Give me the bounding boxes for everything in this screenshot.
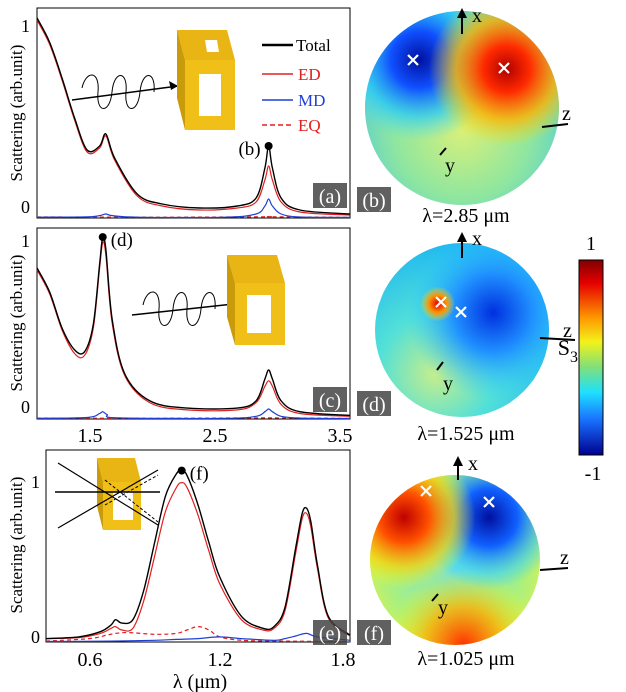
far-field-f: x z y (f) λ=1.025 μm [357,453,569,670]
xtick-e-0: 0.6 [78,649,103,671]
axis-x-d: x [472,228,482,250]
max-marker [435,296,467,318]
panel-e: Scattering (arb.unit) 1 0 0.6 1.2 1.8 λ … [7,449,356,692]
xtick-c-0: 1.5 [78,425,103,447]
far-field-b: x z y (b) λ=2.85 μm [357,5,571,227]
panel-label-b: (b) [362,190,385,212]
ytick-a-1: 1 [21,16,30,36]
peak-marker [98,233,107,242]
far-field-d: x z y (d) λ=1.525 μm [357,228,576,445]
panel-label-d: (d) [362,394,385,416]
legend-total: Total [296,36,331,55]
inset-illustration-c [131,255,285,345]
colorbar-max: 1 [586,233,596,255]
series-line-total [45,469,351,640]
ytick-c-0: 0 [21,397,30,417]
series-line-md [45,632,351,643]
series-line-total [36,235,351,417]
axis-y-d: y [443,373,453,395]
caption-b: λ=2.85 μm [422,205,510,227]
series-line-md [36,198,351,219]
xtick-c-2: 3.5 [328,425,353,447]
peak-marker-label: (b) [238,139,260,160]
ytick-e-0: 0 [31,627,40,647]
xtick-c-1: 2.5 [203,425,228,447]
xtick-e-2: 1.8 [331,649,356,671]
plot-area-a: (b) [36,17,351,219]
panel-label-c: (c) [319,390,341,412]
axis-z-d: z [563,320,572,342]
ytick-c-1: 1 [21,231,30,251]
axis-x-f: x [468,453,478,475]
max-marker [407,54,510,74]
series-line-eq [45,625,351,643]
axis-z-b: z [562,103,571,125]
inset-illustration-e [55,458,160,530]
plot-area-c: (d) [36,230,351,420]
series-line-total [36,17,351,215]
axis-x-b: x [472,5,482,27]
panel-label-e: (e) [319,623,341,645]
ytick-e-1: 1 [31,472,40,492]
caption-f: λ=1.025 μm [417,648,515,670]
colorbar-min: -1 [585,463,602,485]
xlabel-e: λ (μm) [173,671,227,692]
caption-d: λ=1.525 μm [417,423,515,445]
series-line-md [36,408,351,420]
peak-marker [264,142,273,150]
colorbar: 1 -1 S3 [558,233,604,485]
legend-eq: EQ [298,116,321,135]
colorbar-label: S [558,335,570,360]
ylabel-a: Scattering (arb.unit) [7,45,26,182]
ytick-a-0: 0 [21,197,30,217]
axis-y-b: y [445,155,455,177]
max-marker [420,485,495,508]
panel-a: Scattering (arb.unit) 1 0 (b) Total ED M… [7,7,351,219]
series-line-ed [36,241,351,417]
peak-marker-label: (f) [190,464,209,485]
colorbar-subscript: 3 [570,349,578,366]
axis-y-f: y [438,597,448,619]
xtick-e-1: 1.2 [208,649,233,671]
plot-area-e: (f) [45,464,351,643]
panel-label-f: (f) [364,623,384,645]
panel-c: Scattering (arb.unit) 1 0 1.5 2.5 3.5 (d… [7,227,353,447]
legend-md: MD [298,91,325,110]
legend-ed: ED [298,65,321,84]
peak-marker [177,466,186,475]
panel-label-a-text: (a) [319,186,341,208]
series-line-eq [36,215,351,218]
legend: Total ED MD EQ [262,36,331,135]
ylabel-c: Scattering (arb.unit) [7,255,26,392]
inset-illustration-a [71,30,235,130]
series-line-ed [45,481,351,640]
ylabel-e: Scattering (arb.unit) [7,477,26,614]
peak-marker-label: (d) [111,230,133,251]
axis-z-f: z [560,547,569,569]
svg-text:S3: S3 [558,335,578,366]
